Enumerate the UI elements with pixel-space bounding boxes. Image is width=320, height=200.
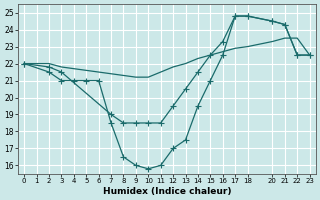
X-axis label: Humidex (Indice chaleur): Humidex (Indice chaleur): [103, 187, 231, 196]
